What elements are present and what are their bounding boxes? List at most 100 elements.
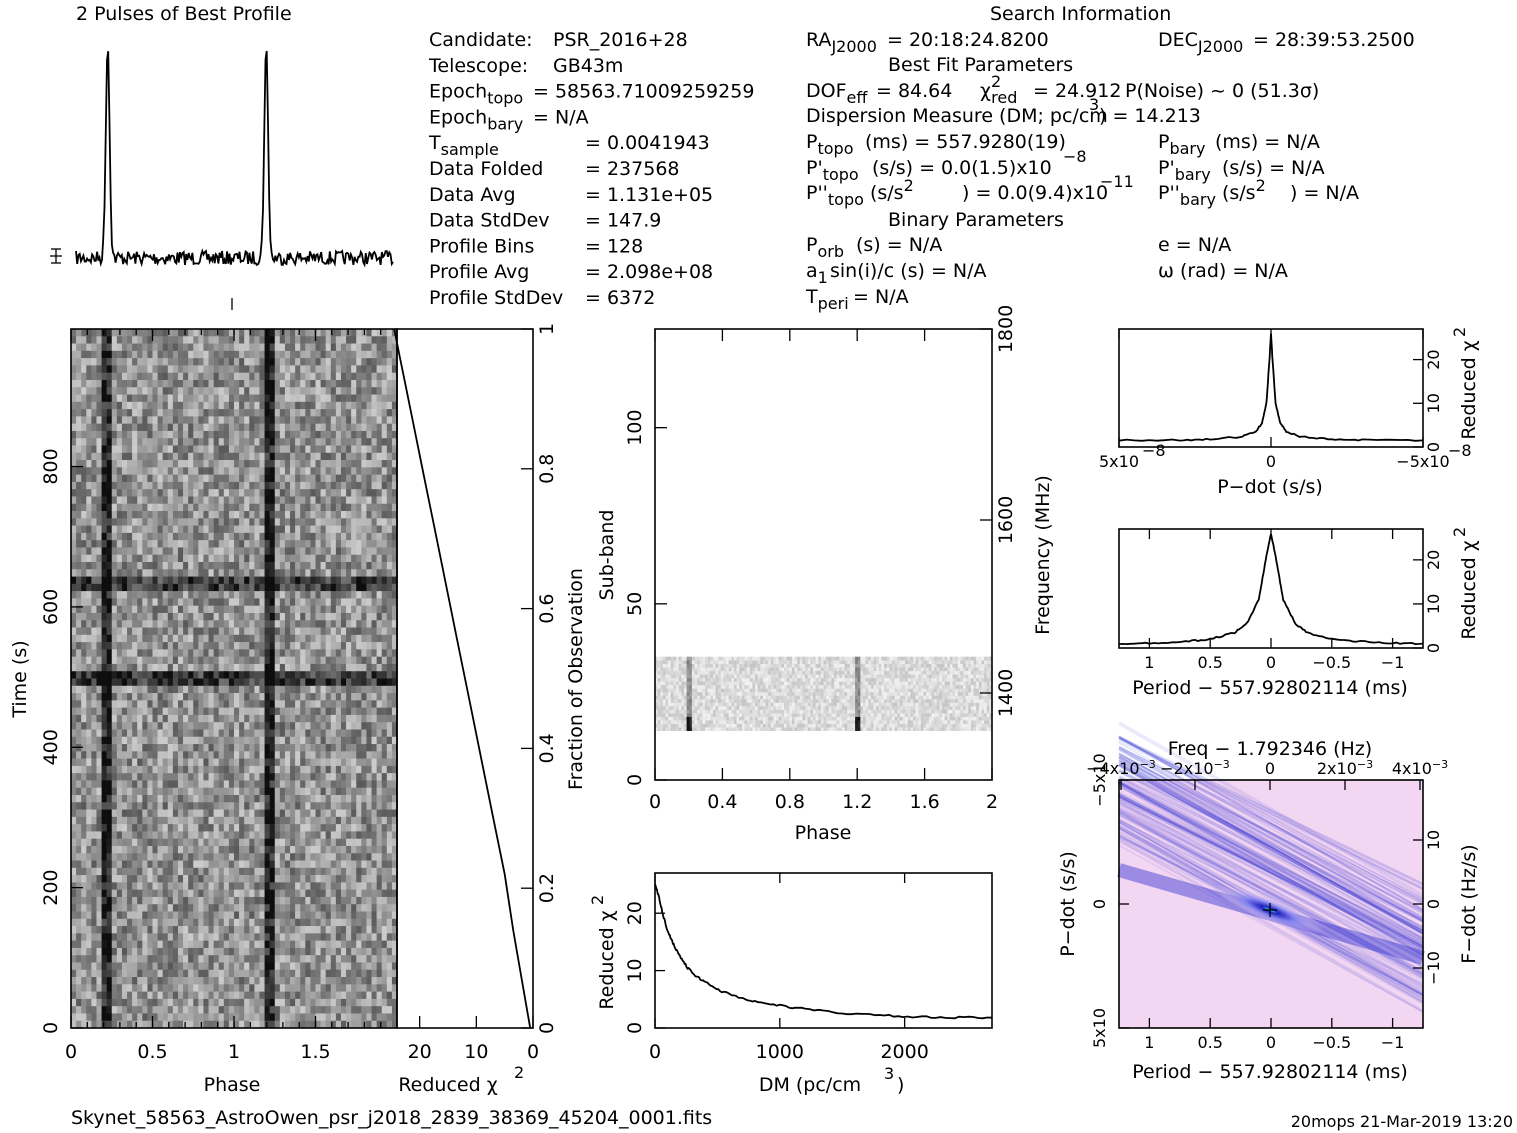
- time-phase-cell: [376, 853, 383, 861]
- time-phase-cell: [279, 365, 286, 373]
- time-phase-cell: [264, 656, 270, 665]
- time-phase-cell: [279, 511, 286, 519]
- time-phase-cell: [147, 554, 153, 563]
- time-phase-cell: [208, 780, 214, 789]
- time-phase-cell: [244, 707, 250, 716]
- time-phase-cell: [340, 875, 347, 883]
- time-phase-cell: [213, 489, 220, 497]
- time-phase-cell: [71, 773, 77, 781]
- time-phase-cell: [157, 700, 163, 708]
- time-phase-cell: [132, 496, 138, 505]
- time-phase-cell: [269, 744, 276, 752]
- a1sini-value: sin(i)/c (s) = N/A: [830, 260, 987, 282]
- time-phase-cell: [335, 576, 342, 585]
- time-phase-cell: [167, 824, 174, 832]
- time-phase-cell: [213, 809, 220, 818]
- time-phase-cell: [239, 605, 245, 614]
- time-phase-cell: [320, 518, 326, 526]
- time-phase-cell: [259, 795, 265, 803]
- time-phase-cell: [244, 343, 250, 352]
- time-phase-cell: [152, 693, 158, 701]
- time-phase-cell: [147, 540, 153, 548]
- time-phase-cell: [346, 722, 352, 730]
- time-phase-cell: [142, 853, 148, 861]
- time-phase-cell: [320, 795, 326, 803]
- time-phase-cell: [264, 350, 270, 359]
- time-phase-cell: [234, 802, 240, 810]
- time-phase-cell: [335, 751, 342, 759]
- time-phase-cell: [269, 554, 276, 563]
- time-phase-cell: [228, 838, 235, 847]
- time-phase-cell: [376, 394, 383, 403]
- time-phase-cell: [86, 540, 92, 548]
- time-phase-cell: [198, 569, 204, 577]
- time-phase-cell: [376, 773, 383, 781]
- time-phase-cell: [127, 532, 133, 541]
- time-phase-cell: [310, 372, 316, 381]
- time-phase-cell: [371, 547, 377, 556]
- time-phase-cell: [203, 700, 209, 708]
- time-phase-cell: [142, 612, 148, 621]
- time-phase-cell: [127, 387, 133, 395]
- time-phase-cell: [101, 845, 107, 854]
- time-phase-cell: [198, 678, 204, 687]
- time-phase-cell: [86, 430, 92, 439]
- time-phase-cell: [208, 540, 214, 548]
- time-phase-cell: [106, 438, 113, 446]
- time-phase-cell: [279, 838, 286, 847]
- time-phase-cell: [183, 387, 189, 395]
- time-phase-cell: [279, 358, 286, 366]
- info-value-10: = 6372: [585, 287, 655, 309]
- time-phase-cell: [254, 663, 260, 672]
- time-phase-cell: [121, 795, 128, 803]
- time-phase-cell: [290, 591, 296, 599]
- time-phase-cell: [310, 722, 316, 730]
- time-phase-cell: [351, 838, 357, 847]
- time-phase-cell: [259, 649, 265, 657]
- time-phase-cell: [346, 678, 352, 687]
- time-phase-cell: [361, 824, 367, 832]
- time-phase-cell: [274, 547, 281, 556]
- time-phase-cell: [142, 547, 148, 556]
- time-phase-cell: [91, 802, 97, 810]
- time-phase-cell: [198, 409, 204, 417]
- time-phase-cell: [137, 620, 143, 628]
- time-phase-cell: [300, 780, 306, 789]
- time-phase-cell: [213, 612, 220, 621]
- time-phase-cell: [162, 532, 169, 541]
- time-phase-cell: [127, 474, 133, 483]
- time-phase-cell: [167, 809, 174, 818]
- time-phase-cell: [330, 583, 337, 592]
- time-phase-cell: [121, 547, 128, 556]
- time-phase-cell: [208, 693, 214, 701]
- time-phase-cell: [106, 780, 113, 789]
- time-phase-cell: [121, 430, 128, 439]
- time-phase-cell: [91, 540, 97, 548]
- time-phase-cell: [223, 416, 230, 424]
- time-phase-cell: [310, 729, 316, 738]
- time-phase-cell: [142, 816, 148, 825]
- time-phase-cell: [157, 503, 163, 512]
- time-phase-cell: [111, 467, 118, 475]
- time-phase-cell: [279, 401, 286, 410]
- time-phase-cell: [81, 409, 87, 417]
- time-phase-cell: [228, 416, 235, 424]
- time-phase-cell: [371, 518, 377, 526]
- time-phase-cell: [147, 511, 153, 519]
- time-phase-cell: [193, 867, 199, 876]
- time-phase-cell: [386, 809, 393, 818]
- time-phase-cell: [290, 576, 296, 585]
- time-phase-cell: [315, 445, 321, 454]
- time-phase-cell: [290, 511, 296, 519]
- time-phase-cell: [142, 532, 148, 541]
- time-phase-cell: [376, 343, 383, 352]
- time-phase-cell: [315, 824, 321, 832]
- time-phase-cell: [162, 656, 169, 665]
- time-phase-cell: [101, 678, 107, 687]
- time-phase-cell: [290, 554, 296, 563]
- time-phase-cell: [234, 875, 240, 883]
- time-phase-cell: [167, 620, 174, 628]
- time-phase-cell: [152, 700, 158, 708]
- time-phase-cell: [264, 576, 270, 585]
- time-phase-cell: [218, 722, 225, 730]
